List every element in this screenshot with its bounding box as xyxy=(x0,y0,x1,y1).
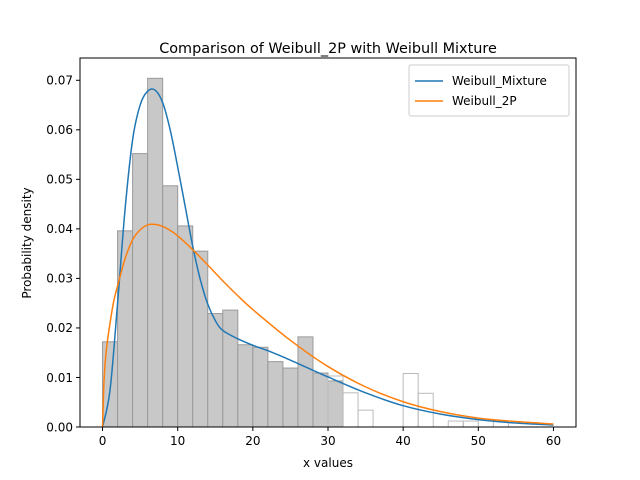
x-tick-label: 60 xyxy=(546,434,561,448)
x-tick-label: 50 xyxy=(471,434,486,448)
histogram-bar-failure xyxy=(327,380,344,428)
fitted-curves xyxy=(101,88,554,428)
y-tick-label: 0.07 xyxy=(46,74,73,88)
x-tick-label: 0 xyxy=(99,434,107,448)
x-tick-label: 20 xyxy=(245,434,260,448)
x-tick-label: 30 xyxy=(320,434,335,448)
x-tick-label: 10 xyxy=(170,434,185,448)
histogram-bar-failure xyxy=(162,185,179,428)
series-line-weibull-2p xyxy=(101,223,554,428)
legend-label-weibull-2p: Weibull_2P xyxy=(452,94,517,108)
y-tick-label: 0.01 xyxy=(46,371,73,385)
y-tick-label: 0.02 xyxy=(46,321,73,335)
x-tick-label: 40 xyxy=(396,434,411,448)
histogram-bar-failure xyxy=(297,336,314,428)
histogram-bar-failure xyxy=(267,361,284,428)
series-line-weibull-mixture xyxy=(101,88,554,428)
y-tick-label: 0.04 xyxy=(46,222,73,236)
histogram-bar-failure xyxy=(147,77,164,428)
histogram-bar-failure xyxy=(282,367,299,428)
x-axis-ticks: 0 10 20 30 40 50 60 xyxy=(99,427,561,448)
y-axis-ticks: 0.00 0.01 0.02 0.03 0.04 0.05 0.06 0.07 xyxy=(46,74,80,434)
histogram-bar-failure xyxy=(252,346,269,428)
legend-box xyxy=(408,64,570,117)
legend-label-weibull-mixture: Weibull_Mixture xyxy=(452,74,547,88)
histogram-bar-failure xyxy=(222,309,239,428)
histogram-bar-failure xyxy=(237,344,254,428)
y-tick-label: 0.00 xyxy=(46,420,73,434)
histogram-bar-failure xyxy=(177,225,194,428)
y-tick-label: 0.06 xyxy=(46,123,73,137)
histogram-bar-failure xyxy=(132,153,149,428)
histogram-bar-failure xyxy=(207,313,224,428)
x-axis-label: x values xyxy=(303,456,353,470)
legend: Weibull_Mixture Weibull_2P xyxy=(408,64,570,117)
y-tick-label: 0.05 xyxy=(46,173,73,187)
histogram-bar-failure xyxy=(312,372,329,428)
y-axis-label: Probability density xyxy=(20,187,34,298)
y-tick-label: 0.03 xyxy=(46,272,73,286)
chart-title: Comparison of Weibull_2P with Weibull Mi… xyxy=(159,41,497,57)
